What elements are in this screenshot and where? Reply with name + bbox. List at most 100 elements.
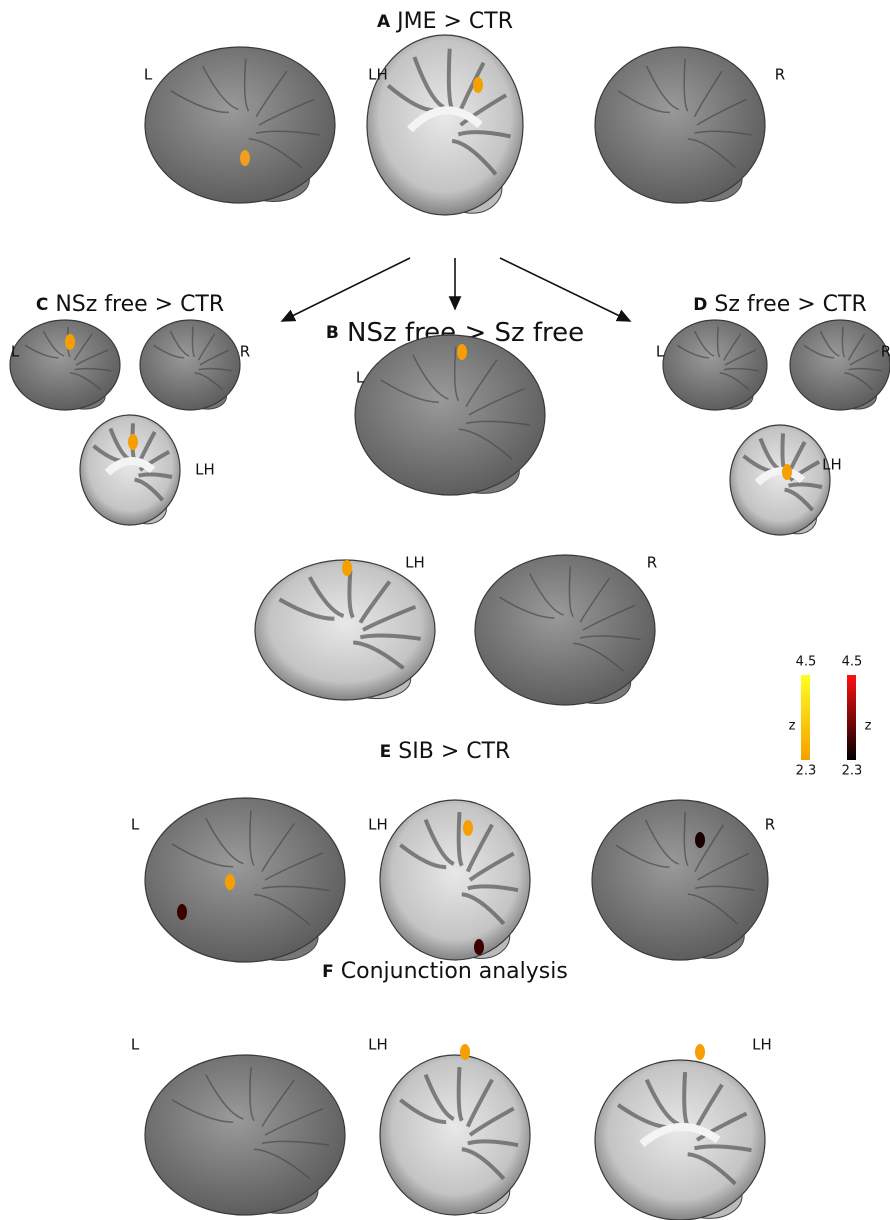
cortex xyxy=(663,320,767,410)
brain-lat xyxy=(140,320,240,410)
cortex xyxy=(140,320,240,410)
panel-title: F Conjunction analysis xyxy=(322,959,568,984)
panel-letter: C xyxy=(36,295,48,315)
view-label: L xyxy=(356,369,365,387)
brain-lat xyxy=(145,47,335,203)
cortex xyxy=(595,1060,765,1220)
cortex xyxy=(145,798,345,962)
colorbar-red xyxy=(847,675,856,760)
activation-blob xyxy=(342,560,352,576)
activation-blob xyxy=(128,434,138,450)
arrows xyxy=(282,258,630,321)
panel: A JME > CTR L LH R xyxy=(144,9,785,215)
activation-blob xyxy=(225,874,235,890)
activation-blob xyxy=(177,904,187,920)
panel-heading: Sz free > CTR xyxy=(714,292,866,317)
view-label: LH xyxy=(368,1036,388,1054)
view-label: L xyxy=(131,1036,140,1054)
view-label: L xyxy=(144,66,153,84)
brain-med xyxy=(730,425,830,535)
panel-heading: JME > CTR xyxy=(395,9,513,34)
activation-blob xyxy=(240,150,250,166)
cortex xyxy=(380,1055,530,1215)
panel-title: A JME > CTR xyxy=(377,9,513,34)
panel-heading: NSz free > CTR xyxy=(55,292,224,317)
panel: D Sz free > CTR L R LH xyxy=(656,292,890,535)
view-label: R xyxy=(647,554,657,572)
cortex xyxy=(10,320,120,410)
view-label: LH xyxy=(195,461,215,479)
cortex xyxy=(145,47,335,203)
cortex xyxy=(475,555,655,705)
view-label: LH xyxy=(752,1036,772,1054)
panel-letter: A xyxy=(377,12,391,32)
view-label: L xyxy=(656,343,665,361)
panel: F Conjunction analysis L LH LH xyxy=(131,959,772,1220)
figure: 4.5 z 2.3 4.5 z 2.3 A JME > CTR L LH R B NSz… xyxy=(0,0,890,1220)
cortex xyxy=(592,800,768,960)
panel-heading: Conjunction analysis xyxy=(341,959,568,984)
cortex xyxy=(790,320,890,410)
colorbar-yellow xyxy=(801,675,810,760)
brain-lat xyxy=(663,320,767,410)
activation-blob xyxy=(695,1044,705,1060)
colorbars: 4.5 z 2.3 4.5 z 2.3 xyxy=(789,655,872,779)
cortex xyxy=(730,425,830,535)
brain-lat xyxy=(595,47,765,203)
activation-blob xyxy=(65,334,75,350)
cortex xyxy=(145,1055,345,1215)
activation-blob xyxy=(782,464,792,480)
activation-blob xyxy=(463,820,473,836)
brain-lat xyxy=(592,800,768,960)
view-label: R xyxy=(765,816,775,834)
brain-lat xyxy=(475,555,655,705)
panel-letter: B xyxy=(326,323,339,343)
colorbar-min: 2.3 xyxy=(842,764,863,779)
panel-title: E SIB > CTR xyxy=(380,739,511,764)
brain-sag xyxy=(255,560,435,700)
cortex xyxy=(255,560,435,700)
activation-blob xyxy=(460,1044,470,1060)
panel-title: D Sz free > CTR xyxy=(693,292,867,317)
view-label: R xyxy=(240,343,250,361)
cortex xyxy=(380,800,530,960)
cortex xyxy=(80,415,180,525)
brain-med xyxy=(595,1060,765,1220)
view-label: LH xyxy=(822,456,842,474)
view-label: LH xyxy=(405,554,425,572)
brain-lat xyxy=(145,798,345,962)
panel-letter: E xyxy=(380,742,392,762)
colorbar-max: 4.5 xyxy=(842,655,863,670)
cortex xyxy=(595,47,765,203)
brain-lat xyxy=(145,1055,345,1215)
view-label: LH xyxy=(368,816,388,834)
cortex xyxy=(355,335,545,495)
colorbar-label: z xyxy=(789,719,796,734)
colorbar-label: z xyxy=(865,719,872,734)
panel: C NSz free > CTR L R LH xyxy=(10,292,250,525)
panel-letter: D xyxy=(693,295,707,315)
activation-blob xyxy=(474,939,484,955)
colorbar-max: 4.5 xyxy=(796,655,817,670)
view-label: R xyxy=(775,66,785,84)
brain-med xyxy=(367,35,523,215)
cortex xyxy=(367,35,523,215)
view-label: R xyxy=(881,343,890,361)
brain-lat xyxy=(355,335,545,495)
view-label: L xyxy=(11,343,20,361)
brain-med xyxy=(80,415,180,525)
sulcus xyxy=(782,433,784,470)
panel-title: C NSz free > CTR xyxy=(36,292,224,317)
panel: E SIB > CTR L LH R xyxy=(131,739,775,962)
brain-lat xyxy=(790,320,890,410)
activation-blob xyxy=(457,344,467,360)
view-label: L xyxy=(131,816,140,834)
colorbar-min: 2.3 xyxy=(796,764,817,779)
panel-letter: F xyxy=(322,962,334,982)
view-label: LH xyxy=(368,66,388,84)
panel-heading: SIB > CTR xyxy=(398,739,510,764)
brain-lat xyxy=(10,320,120,410)
activation-blob xyxy=(473,77,483,93)
brain-sag xyxy=(380,800,530,960)
